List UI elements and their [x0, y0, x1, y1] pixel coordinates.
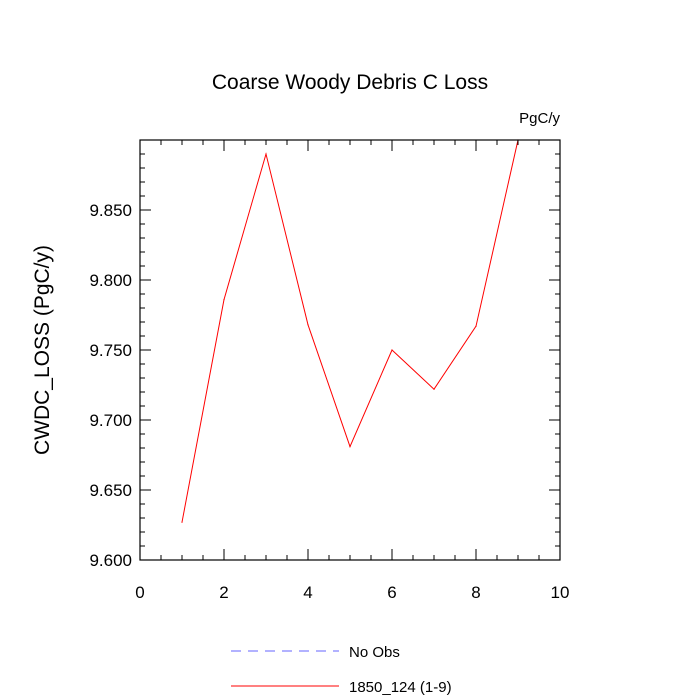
x-tick-label: 10 — [551, 583, 570, 602]
chart-title: Coarse Woody Debris C Loss — [212, 71, 488, 94]
units-label: PgC/y — [519, 110, 560, 127]
data-point — [223, 299, 225, 301]
plot-area — [181, 139, 519, 523]
data-point — [433, 388, 435, 390]
y-tick-label: 9.700 — [89, 411, 132, 430]
x-tick-label: 8 — [471, 583, 480, 602]
y-tick-label: 9.600 — [89, 551, 132, 570]
plot-border — [139, 139, 561, 561]
legend-label-0: No Obs — [349, 644, 400, 661]
tick-labels: 0 2 4 6 8 10 9.600 9.650 9.700 9.750 9.800 9.850 — [89, 201, 569, 602]
x-tick-label: 6 — [387, 583, 396, 602]
data-point — [391, 349, 393, 351]
axis-ticks — [139, 139, 561, 561]
legend: No Obs 1850_124 (1-9) — [231, 644, 452, 696]
y-tick-label: 9.750 — [89, 341, 132, 360]
plot-frame — [139, 139, 561, 561]
legend-label-1: 1850_124 (1-9) — [349, 679, 452, 696]
data-point — [475, 325, 477, 327]
y-axis-label: CWDC_LOSS (PgC/y) — [31, 245, 54, 455]
y-tick-label: 9.850 — [89, 201, 132, 220]
x-tick-label: 4 — [303, 583, 312, 602]
series-line-0 — [181, 139, 519, 523]
x-tick-label: 2 — [219, 583, 228, 602]
x-tick-label: 0 — [135, 583, 144, 602]
data-point — [181, 521, 183, 523]
data-point — [307, 324, 309, 326]
data-point — [349, 446, 351, 448]
y-tick-label: 9.650 — [89, 481, 132, 500]
y-tick-label: 9.800 — [89, 271, 132, 290]
data-point — [265, 153, 267, 155]
